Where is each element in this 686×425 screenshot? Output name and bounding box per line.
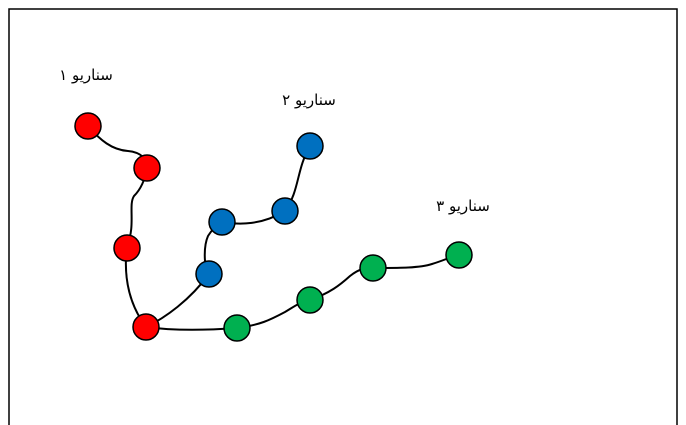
scenario-3-label: سناریو ۳ [436, 197, 490, 215]
scenario-3-node-3 [359, 254, 387, 282]
scenario-2-node-4 [296, 132, 324, 160]
scenario-3-node-4 [445, 241, 473, 269]
scenario-1-node-2 [133, 154, 161, 182]
scenario-1-label: سناریو ۱ [59, 66, 113, 84]
scenario-1-node-1 [74, 112, 102, 140]
scenario-1-nodes [74, 112, 161, 341]
scenario-2-node-1 [195, 260, 223, 288]
scenario-3-node-2 [296, 286, 324, 314]
scenario-3-node-1 [223, 314, 251, 342]
scenario-2-nodes [195, 132, 324, 288]
scenario-2-node-2 [208, 208, 236, 236]
scenario-1-node-3 [113, 234, 141, 262]
scenario-1-node-4 [132, 313, 160, 341]
scenario-2-label: سناریو ۲ [282, 91, 336, 109]
scenario-3-nodes [223, 241, 473, 342]
diagram-frame [8, 8, 678, 425]
scenario-2-node-3 [271, 197, 299, 225]
scenario-1-path [87, 125, 149, 328]
scenario-2-path [145, 145, 311, 328]
